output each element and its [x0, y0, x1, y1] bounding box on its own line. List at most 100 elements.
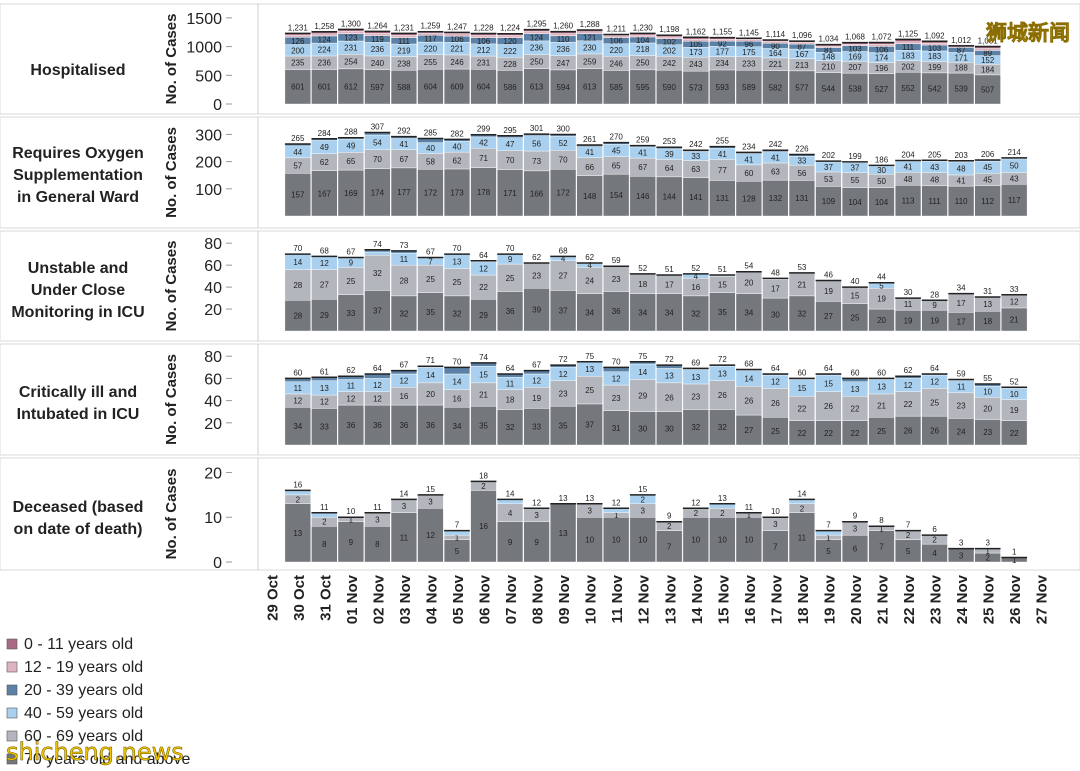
segment-value-label: 213: [795, 61, 809, 70]
bar-segment-g4: [496, 263, 524, 292]
y-tick-label: 100: [195, 182, 222, 199]
segment-value-label: 19: [930, 317, 939, 326]
segment-value-label: 106: [875, 45, 889, 54]
x-tick-label: 24 Nov: [954, 574, 971, 624]
segment-value-label: 15: [479, 371, 488, 380]
bar-segment-g5: [443, 295, 471, 332]
segment-value-label: 63: [691, 165, 700, 174]
segment-value-label: 131: [795, 194, 809, 203]
segment-value-label: 104: [848, 198, 862, 207]
segment-value-label: 9: [932, 301, 937, 310]
bar-segment-g4: [709, 380, 736, 410]
bar-total-label: 15: [638, 485, 647, 494]
segment-value-label: 3: [402, 502, 407, 511]
x-tick-label: 21 Nov: [875, 574, 892, 624]
segment-value-label: 11: [294, 384, 303, 393]
segment-value-label: 507: [981, 85, 995, 94]
panels-layer: Hospitalised No. of Cases0500100015006012…: [0, 3, 1080, 572]
bar-total-label: 1,114: [766, 30, 786, 39]
segment-value-label: 57: [293, 162, 302, 171]
segment-value-label: 67: [638, 163, 647, 172]
bar-segment-g5: [470, 298, 497, 332]
segment-value-label: 2: [906, 531, 911, 540]
bar-total-label: 52: [691, 264, 700, 273]
y-axis-title: No. of Cases: [163, 127, 180, 218]
segment-value-label: 202: [901, 63, 915, 72]
segment-value-label: 20: [426, 390, 435, 399]
segment-value-label: 3: [853, 524, 858, 533]
segment-value-label: 28: [293, 281, 302, 290]
bar-segment-g5: [868, 73, 895, 105]
y-tick-label: 0: [213, 555, 222, 572]
bar-segment-g5: [868, 417, 895, 446]
segment-value-label: 164: [769, 49, 783, 58]
segment-value-label: 12: [930, 378, 939, 387]
bar-total-label: 15: [426, 485, 435, 494]
segment-value-label: 13: [320, 384, 329, 393]
segment-value-label: 103: [928, 44, 942, 53]
segment-value-label: 593: [716, 83, 730, 92]
segment-value-label: 117: [1008, 196, 1021, 205]
bar-total-label: 259: [636, 136, 650, 145]
bar-segment-g1: [841, 44, 869, 46]
bar-segment-g1: [656, 36, 683, 39]
segment-value-label: 41: [399, 140, 408, 149]
segment-value-label: 2: [800, 504, 805, 513]
segment-value-label: 34: [665, 308, 674, 317]
segment-value-label: 25: [851, 313, 860, 322]
bar-segment-g5: [550, 169, 577, 217]
y-tick-label: 20: [204, 416, 222, 433]
segment-value-label: 250: [530, 58, 544, 67]
segment-value-label: 1: [985, 547, 990, 556]
y-tick-label: 300: [195, 127, 222, 144]
segment-value-label: 16: [691, 283, 700, 292]
segment-value-label: 207: [848, 63, 862, 72]
segment-value-label: 10: [612, 536, 621, 545]
bar-total-label: 64: [506, 364, 515, 373]
bar-total-label: 1,012: [951, 36, 972, 45]
segment-value-label: 148: [822, 52, 836, 61]
segment-value-label: 24: [585, 277, 594, 286]
segment-value-label: 589: [742, 83, 756, 92]
segment-value-label: 148: [583, 192, 597, 201]
bar-segment-g4: [948, 392, 975, 419]
segment-value-label: 117: [424, 35, 437, 44]
segment-value-label: 32: [718, 423, 727, 432]
bar-segment-g5: [948, 185, 975, 217]
segment-value-label: 3: [587, 507, 592, 516]
bar-segment-g1: [284, 34, 311, 38]
bar-segment-g4: [550, 380, 577, 407]
segment-value-label: 9: [349, 258, 354, 267]
bar-total-label: 46: [824, 271, 833, 280]
bar-segment-g5: [603, 70, 630, 105]
bar-segment-g5: [629, 176, 656, 217]
segment-value-label: 173: [450, 188, 464, 197]
bar-total-label: 44: [877, 273, 886, 282]
bar-total-label: 295: [503, 126, 517, 135]
segment-value-label: 35: [426, 308, 435, 317]
bar-segment-g1: [364, 33, 391, 36]
panel-label-line: Deceased (based: [13, 499, 144, 516]
segment-value-label: 22: [1010, 429, 1019, 438]
bar-total-label: 11: [745, 503, 754, 512]
segment-value-label: 132: [769, 194, 783, 203]
segment-value-label: 544: [822, 84, 836, 93]
segment-value-label: 13: [559, 529, 568, 538]
bar-total-label: 214: [1008, 148, 1022, 157]
y-tick-label: 20: [204, 465, 222, 482]
bar-total-label: 203: [954, 151, 968, 160]
bar-total-label: 72: [559, 355, 568, 364]
bar-segment-g5: [921, 415, 948, 446]
bar-total-label: 1,259: [420, 22, 441, 31]
bar-total-label: 60: [851, 368, 860, 377]
bar-total-label: 14: [797, 489, 806, 498]
bar-total-label: 67: [426, 247, 435, 256]
segment-value-label: 109: [822, 197, 836, 206]
segment-value-label: 2: [641, 495, 646, 504]
bar-total-label: 70: [453, 357, 462, 366]
legend-label: 40 - 59 years old: [24, 705, 143, 722]
bar-total-label: 75: [585, 352, 594, 361]
bar-segment-g4: [841, 395, 869, 421]
panel-1: Hospitalised No. of Cases 0 500 1000 1500 601 2…: [0, 3, 1080, 115]
segment-value-label: 12: [612, 374, 621, 383]
